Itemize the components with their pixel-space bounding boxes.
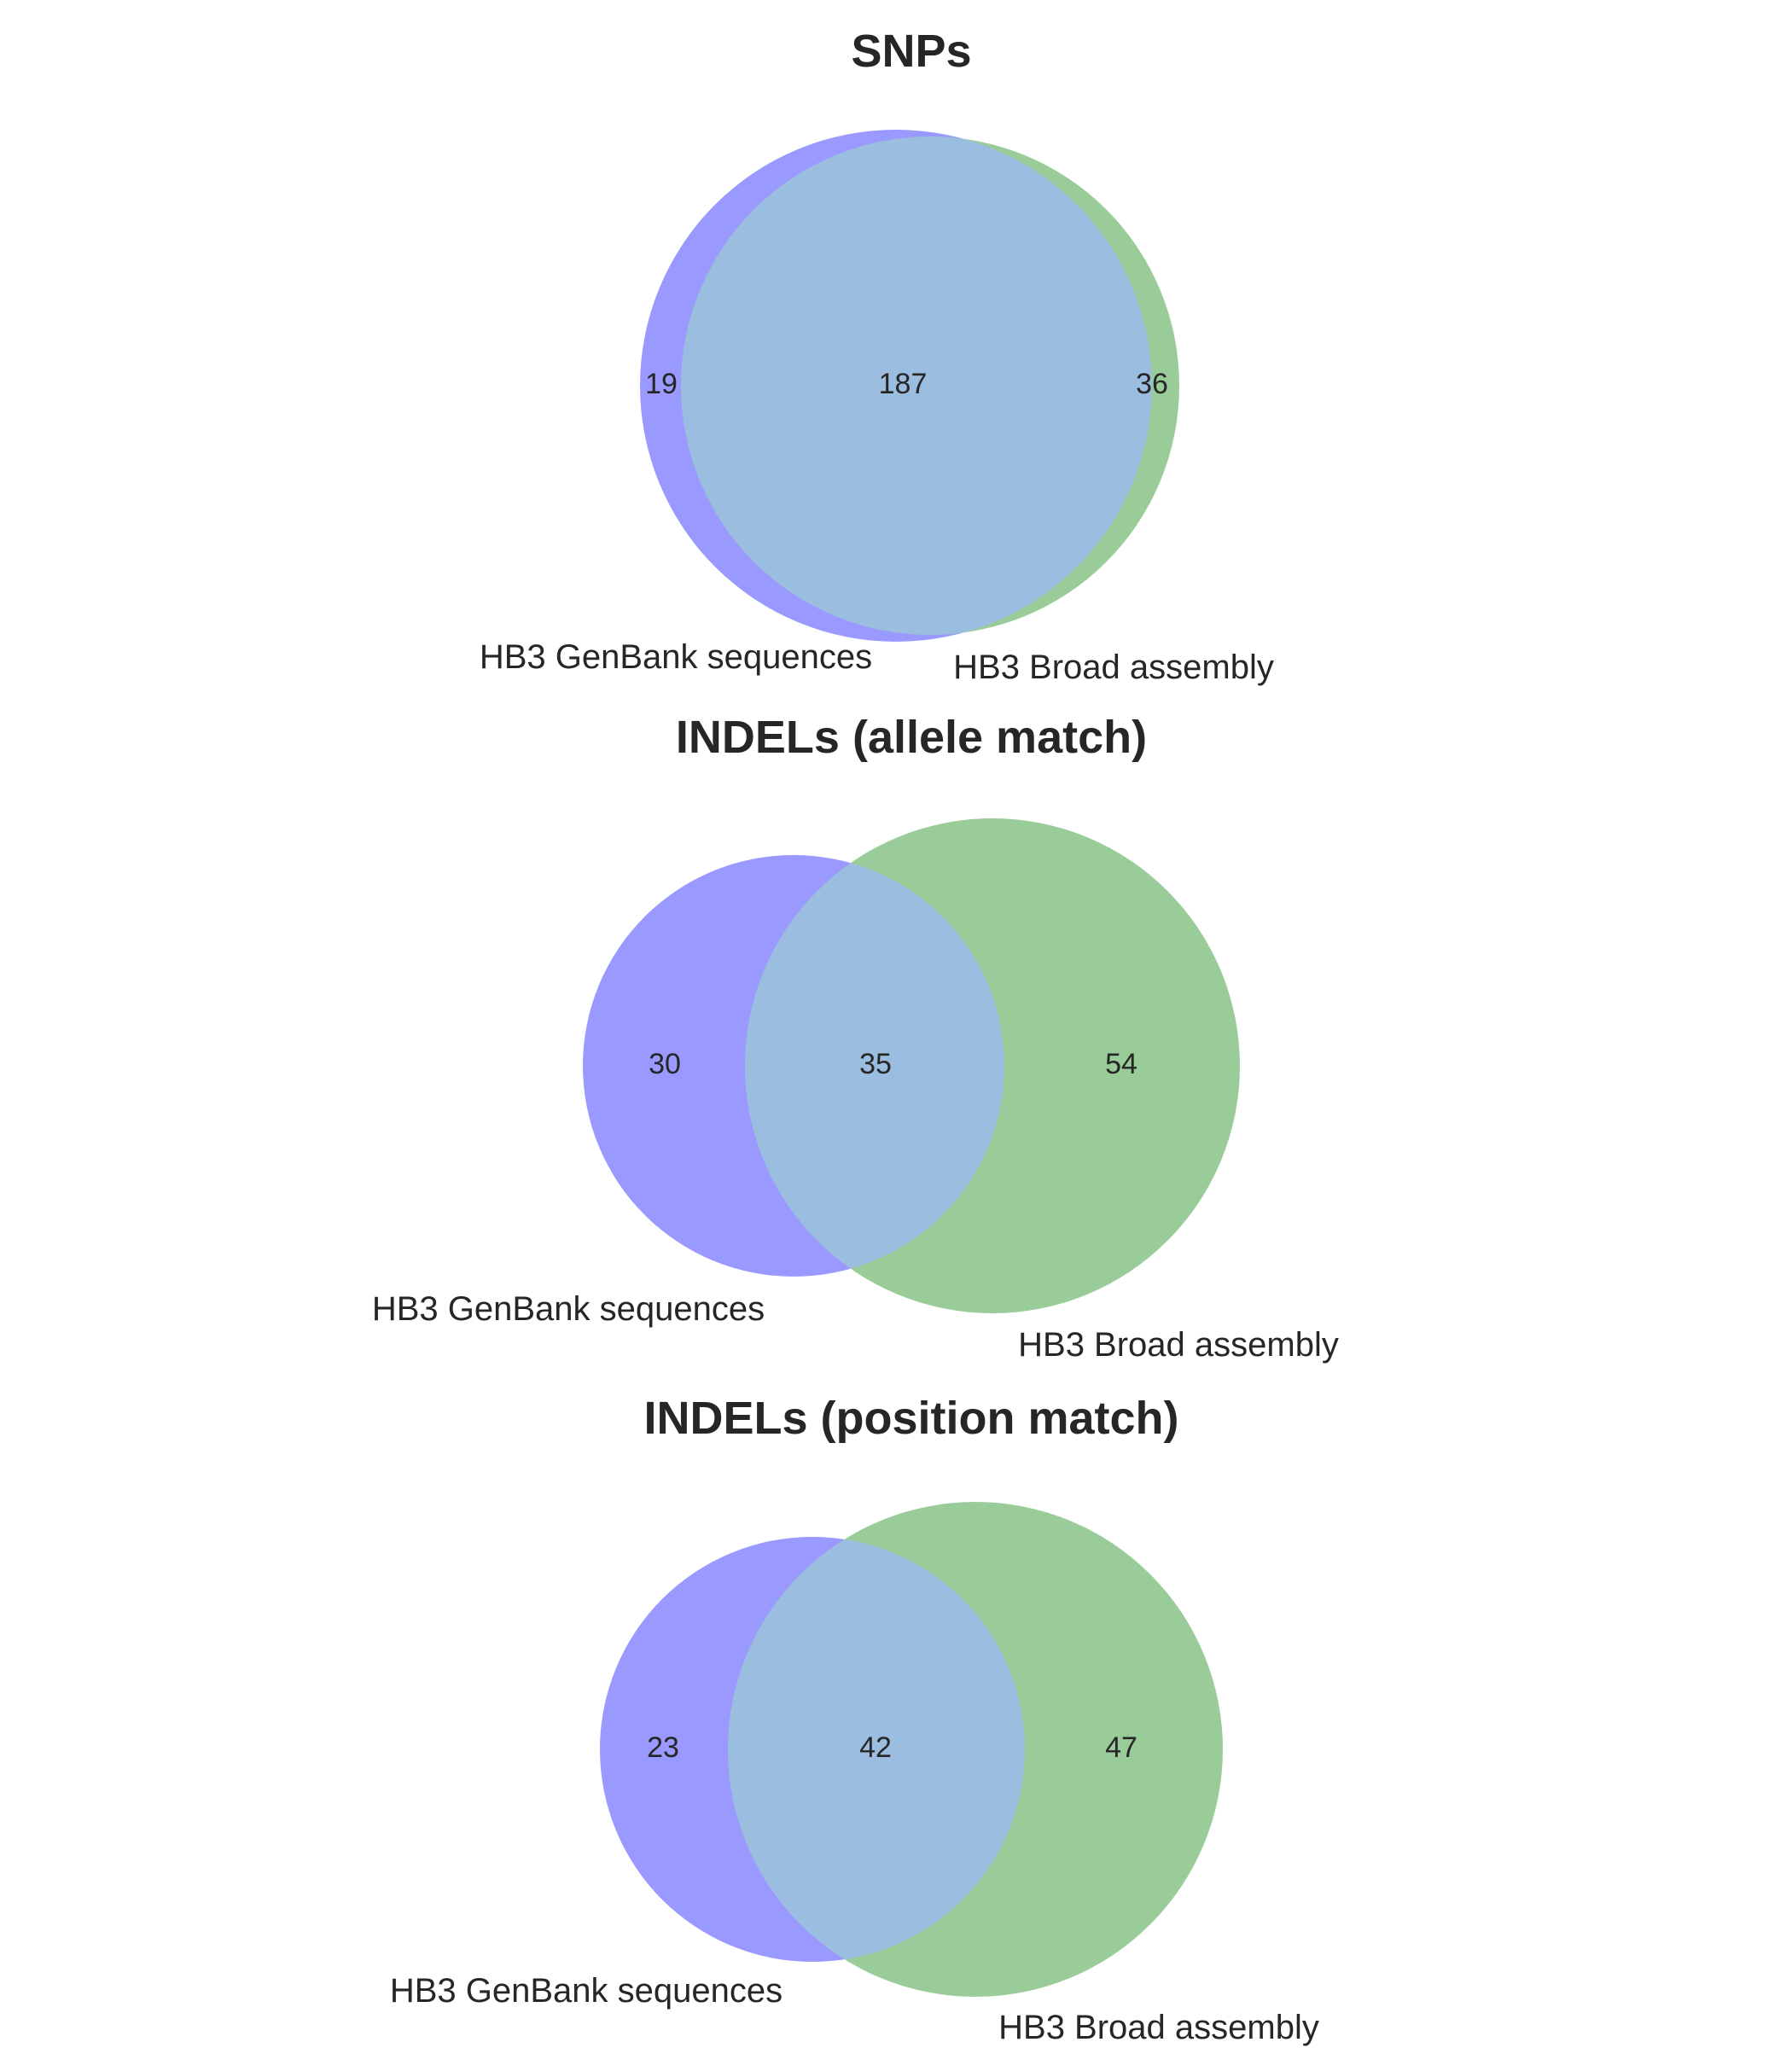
count-only-a: 23 bbox=[647, 1731, 679, 1764]
set-a-label: HB3 GenBank sequences bbox=[390, 1972, 783, 2010]
count-both: 42 bbox=[859, 1731, 892, 1764]
venn-panel-snps: SNPs 19 187 36 HB3 GenBank sequences HB3… bbox=[480, 26, 1274, 686]
overlap-region bbox=[728, 1537, 1025, 1962]
count-only-b: 54 bbox=[1105, 1048, 1137, 1080]
count-both: 187 bbox=[879, 368, 928, 400]
count-both: 35 bbox=[859, 1048, 892, 1080]
venn-title: SNPs bbox=[851, 26, 971, 77]
set-a-label: HB3 GenBank sequences bbox=[372, 1290, 765, 1328]
set-b-label: HB3 Broad assembly bbox=[1018, 1326, 1339, 1364]
venn-title: INDELs (position match) bbox=[643, 1393, 1178, 1444]
venn-title: INDELs (allele match) bbox=[676, 712, 1147, 763]
set-a-label: HB3 GenBank sequences bbox=[480, 638, 872, 676]
count-only-b: 36 bbox=[1136, 368, 1168, 400]
set-b-label: HB3 Broad assembly bbox=[998, 2009, 1319, 2046]
count-only-a: 30 bbox=[649, 1048, 681, 1080]
overlap-region bbox=[745, 855, 1004, 1277]
venn-panel-indels-allele: INDELs (allele match) 30 35 54 HB3 GenBa… bbox=[372, 712, 1339, 1364]
set-b-label: HB3 Broad assembly bbox=[953, 649, 1274, 686]
count-only-a: 19 bbox=[645, 368, 678, 400]
count-only-b: 47 bbox=[1105, 1731, 1137, 1764]
overlap-region bbox=[681, 137, 1152, 635]
venn-panel-indels-position: INDELs (position match) 23 42 47 HB3 Gen… bbox=[390, 1393, 1319, 2046]
